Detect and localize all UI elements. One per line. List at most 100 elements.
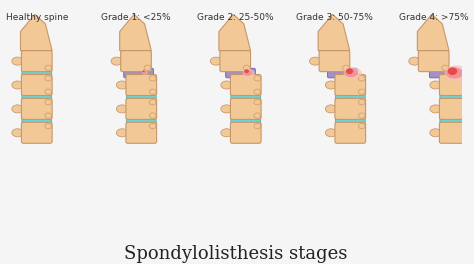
FancyBboxPatch shape: [127, 92, 156, 102]
Ellipse shape: [358, 76, 365, 81]
Ellipse shape: [310, 57, 321, 65]
Ellipse shape: [358, 100, 365, 105]
FancyBboxPatch shape: [335, 74, 365, 96]
Ellipse shape: [254, 76, 261, 81]
Ellipse shape: [45, 89, 52, 94]
FancyBboxPatch shape: [21, 74, 52, 96]
Ellipse shape: [343, 65, 349, 70]
FancyBboxPatch shape: [126, 74, 156, 96]
FancyBboxPatch shape: [440, 116, 470, 126]
Ellipse shape: [463, 76, 470, 81]
Ellipse shape: [45, 65, 52, 70]
Ellipse shape: [149, 100, 156, 105]
Ellipse shape: [221, 81, 232, 89]
FancyBboxPatch shape: [127, 116, 156, 126]
FancyBboxPatch shape: [121, 51, 151, 72]
Ellipse shape: [143, 70, 145, 72]
Ellipse shape: [463, 123, 470, 129]
Ellipse shape: [149, 76, 156, 81]
Ellipse shape: [149, 89, 156, 94]
Text: Grade 3: 50-75%: Grade 3: 50-75%: [296, 13, 373, 22]
Ellipse shape: [446, 68, 463, 79]
Ellipse shape: [144, 65, 151, 70]
FancyBboxPatch shape: [126, 122, 156, 143]
FancyBboxPatch shape: [22, 92, 52, 102]
FancyBboxPatch shape: [319, 51, 350, 72]
FancyBboxPatch shape: [439, 74, 470, 96]
Ellipse shape: [346, 68, 353, 74]
Ellipse shape: [12, 57, 23, 65]
FancyBboxPatch shape: [419, 51, 449, 72]
FancyBboxPatch shape: [126, 98, 156, 119]
FancyBboxPatch shape: [429, 68, 459, 78]
FancyBboxPatch shape: [231, 116, 261, 126]
Ellipse shape: [116, 129, 128, 137]
Ellipse shape: [12, 105, 23, 113]
FancyBboxPatch shape: [21, 122, 52, 143]
Ellipse shape: [430, 81, 441, 89]
Ellipse shape: [254, 89, 261, 94]
Ellipse shape: [254, 113, 261, 118]
FancyBboxPatch shape: [439, 122, 470, 143]
Ellipse shape: [430, 129, 441, 137]
FancyBboxPatch shape: [439, 98, 470, 119]
Ellipse shape: [243, 70, 252, 76]
FancyBboxPatch shape: [230, 122, 261, 143]
Ellipse shape: [445, 65, 469, 81]
Ellipse shape: [243, 65, 250, 70]
Ellipse shape: [358, 89, 365, 94]
Ellipse shape: [358, 123, 365, 129]
FancyBboxPatch shape: [336, 116, 365, 126]
Ellipse shape: [116, 81, 128, 89]
FancyBboxPatch shape: [230, 74, 261, 96]
Ellipse shape: [358, 113, 365, 118]
Ellipse shape: [149, 123, 156, 129]
Ellipse shape: [430, 105, 441, 113]
FancyBboxPatch shape: [231, 92, 261, 102]
Ellipse shape: [463, 113, 470, 118]
FancyBboxPatch shape: [21, 98, 52, 119]
Ellipse shape: [111, 57, 123, 65]
Polygon shape: [418, 14, 449, 51]
FancyBboxPatch shape: [226, 68, 255, 78]
Ellipse shape: [254, 100, 261, 105]
Ellipse shape: [142, 72, 146, 74]
FancyBboxPatch shape: [230, 98, 261, 119]
Ellipse shape: [243, 69, 255, 77]
Ellipse shape: [12, 129, 23, 137]
FancyBboxPatch shape: [335, 122, 365, 143]
Ellipse shape: [45, 123, 52, 129]
Ellipse shape: [45, 76, 52, 81]
Ellipse shape: [12, 81, 23, 89]
Text: Grade 4: >75%: Grade 4: >75%: [399, 13, 468, 22]
Ellipse shape: [325, 129, 337, 137]
Text: Grade 1: <25%: Grade 1: <25%: [101, 13, 171, 22]
Polygon shape: [120, 14, 151, 51]
FancyBboxPatch shape: [220, 51, 251, 72]
Polygon shape: [318, 14, 350, 51]
Ellipse shape: [116, 105, 128, 113]
Ellipse shape: [45, 100, 52, 105]
Ellipse shape: [221, 129, 232, 137]
Ellipse shape: [442, 65, 448, 70]
FancyBboxPatch shape: [440, 92, 470, 102]
Ellipse shape: [244, 69, 249, 73]
FancyBboxPatch shape: [328, 68, 357, 78]
Text: Grade 2: 25-50%: Grade 2: 25-50%: [197, 13, 273, 22]
FancyBboxPatch shape: [21, 51, 52, 72]
Ellipse shape: [345, 69, 358, 77]
Text: Healthy spine: Healthy spine: [6, 13, 68, 22]
FancyBboxPatch shape: [22, 116, 52, 126]
FancyBboxPatch shape: [335, 98, 365, 119]
FancyBboxPatch shape: [22, 68, 52, 78]
Ellipse shape: [463, 89, 470, 94]
Ellipse shape: [142, 71, 148, 75]
Ellipse shape: [448, 67, 457, 75]
Ellipse shape: [149, 113, 156, 118]
Ellipse shape: [221, 105, 232, 113]
Ellipse shape: [254, 123, 261, 129]
Polygon shape: [219, 14, 251, 51]
Ellipse shape: [210, 57, 222, 65]
Ellipse shape: [45, 113, 52, 118]
FancyBboxPatch shape: [336, 92, 365, 102]
